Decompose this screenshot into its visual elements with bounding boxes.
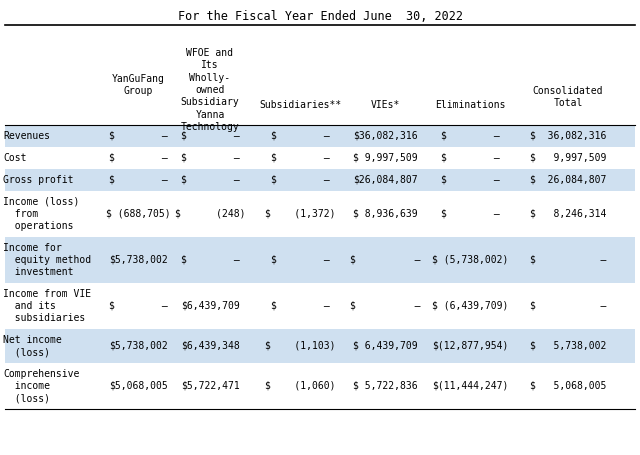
Text: $        —: $ — [271, 301, 330, 311]
Text: Income for
  equity method
  investment: Income for equity method investment [3, 243, 91, 278]
Text: Revenues: Revenues [3, 131, 50, 141]
Text: $        —: $ — [440, 131, 499, 141]
Text: $        —: $ — [109, 131, 168, 141]
Text: $        —: $ — [440, 209, 499, 219]
Text: $        —: $ — [271, 255, 330, 265]
Text: $ 5,722,836: $ 5,722,836 [353, 381, 417, 391]
Text: $6,439,348: $6,439,348 [180, 341, 239, 351]
Text: $  26,084,807: $ 26,084,807 [530, 175, 606, 185]
Text: $        —: $ — [180, 255, 239, 265]
Text: $           —: $ — [530, 301, 606, 311]
Text: $ 8,936,639: $ 8,936,639 [353, 209, 417, 219]
Text: $ (6,439,709): $ (6,439,709) [432, 301, 508, 311]
Text: $36,082,316: $36,082,316 [353, 131, 417, 141]
Text: $        —: $ — [109, 153, 168, 163]
Text: WFOE and
Its
Wholly-
owned
Subsidiary
Yanna
Technology: WFOE and Its Wholly- owned Subsidiary Ya… [180, 48, 239, 132]
Text: $ (688,705): $ (688,705) [106, 209, 170, 219]
Text: Income from VIE
  and its
  subsidiaries: Income from VIE and its subsidiaries [3, 288, 91, 324]
Text: VIEs*: VIEs* [371, 100, 400, 110]
Text: $   9,997,509: $ 9,997,509 [530, 153, 606, 163]
Text: YanGuFang
Group: YanGuFang Group [111, 74, 164, 96]
Text: $ (5,738,002): $ (5,738,002) [432, 255, 508, 265]
Text: $5,722,471: $5,722,471 [180, 381, 239, 391]
Text: For the Fiscal Year Ended June  30, 2022: For the Fiscal Year Ended June 30, 2022 [177, 10, 463, 23]
Text: $    (1,372): $ (1,372) [265, 209, 335, 219]
Text: Income (loss)
  from
  operations: Income (loss) from operations [3, 197, 79, 232]
Text: $      (248): $ (248) [175, 209, 245, 219]
Text: $   8,246,314: $ 8,246,314 [530, 209, 606, 219]
Text: $    (1,060): $ (1,060) [265, 381, 335, 391]
Text: $        —: $ — [271, 153, 330, 163]
Text: $ 6,439,709: $ 6,439,709 [353, 341, 417, 351]
Text: $        —: $ — [180, 153, 239, 163]
Text: Comprehensive
  income
  (loss): Comprehensive income (loss) [3, 369, 79, 404]
Bar [5, 169, 635, 191]
Text: $        —: $ — [440, 175, 499, 185]
Text: $        —: $ — [109, 175, 168, 185]
Text: $5,738,002: $5,738,002 [109, 255, 168, 265]
Bar [5, 147, 635, 169]
Bar [5, 237, 635, 283]
Text: $        —: $ — [109, 301, 168, 311]
Bar [5, 363, 635, 409]
Text: $  36,082,316: $ 36,082,316 [530, 131, 606, 141]
Text: $           —: $ — [530, 255, 606, 265]
Text: $    (1,103): $ (1,103) [265, 341, 335, 351]
Text: $(11,444,247): $(11,444,247) [432, 381, 508, 391]
Text: $ 9,997,509: $ 9,997,509 [353, 153, 417, 163]
Text: Cost: Cost [3, 153, 26, 163]
Text: $5,738,002: $5,738,002 [109, 341, 168, 351]
Text: $        —: $ — [180, 131, 239, 141]
Bar [5, 329, 635, 363]
Bar [5, 283, 635, 329]
Text: $        —: $ — [271, 131, 330, 141]
Text: $   5,738,002: $ 5,738,002 [530, 341, 606, 351]
Text: Gross profit: Gross profit [3, 175, 74, 185]
Text: $          —: $ — [349, 301, 420, 311]
Text: Eliminations: Eliminations [435, 100, 505, 110]
Text: $        —: $ — [180, 175, 239, 185]
Text: $5,068,005: $5,068,005 [109, 381, 168, 391]
Text: $        —: $ — [271, 175, 330, 185]
Text: $   5,068,005: $ 5,068,005 [530, 381, 606, 391]
Text: $26,084,807: $26,084,807 [353, 175, 417, 185]
Bar [5, 125, 635, 147]
Text: $        —: $ — [440, 153, 499, 163]
Bar [5, 191, 635, 237]
Text: $(12,877,954): $(12,877,954) [432, 341, 508, 351]
Text: Consolidated
Total: Consolidated Total [532, 86, 604, 108]
Text: $6,439,709: $6,439,709 [180, 301, 239, 311]
Text: $          —: $ — [349, 255, 420, 265]
Text: Subsidiaries**: Subsidiaries** [259, 100, 341, 110]
Text: Net income
  (loss): Net income (loss) [3, 335, 61, 357]
